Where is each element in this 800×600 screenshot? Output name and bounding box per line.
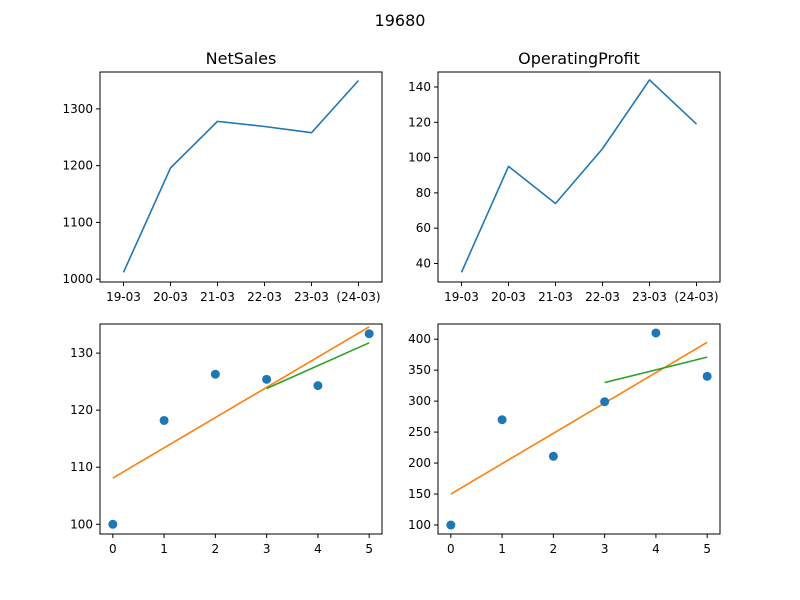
ax4-xtick-label: 2 — [550, 542, 558, 556]
ax2-xtick-label: 22-03 — [585, 290, 620, 304]
ax4-scatter-point — [497, 415, 507, 425]
ax3-xtick-label: 0 — [109, 542, 117, 556]
ax1-ytick-label: 1300 — [62, 102, 93, 116]
ax4-xtick-label: 5 — [703, 542, 711, 556]
ax3-xtick-label: 3 — [263, 542, 271, 556]
ax1-xtick-label: 21-03 — [200, 290, 235, 304]
ax2-ytick-label: 100 — [408, 151, 431, 165]
ax3-scatter-point — [210, 369, 220, 379]
ax4-ytick-label: 100 — [408, 518, 431, 532]
ax4-trend-line — [450, 341, 708, 495]
ax1-series-line — [122, 79, 360, 273]
ax2-axes-frame — [437, 71, 721, 283]
ax4-ytick-label: 150 — [408, 487, 431, 501]
ax4-scatter-point — [651, 328, 661, 338]
figure-suptitle: 19680 — [375, 11, 426, 30]
ax1-xtick-label: (24-03) — [336, 290, 380, 304]
ax3-ytick-label: 100 — [70, 517, 93, 531]
ax2-ytick-label: 60 — [416, 221, 431, 235]
ax1-xtick-label: 22-03 — [247, 290, 282, 304]
ax3-xtick-label: 4 — [314, 542, 322, 556]
ax1-ytick-label: 1000 — [62, 272, 93, 286]
ax3-scatter-point — [159, 415, 169, 425]
ax4-scatter-point — [548, 451, 558, 461]
ax4-ytick-label: 350 — [408, 363, 431, 377]
ax4-xtick-label: 4 — [652, 542, 660, 556]
ax1-ytick-label: 1100 — [62, 215, 93, 229]
ax3-ytick-label: 120 — [70, 403, 93, 417]
ax2-title: OperatingProfit — [518, 49, 640, 68]
ax2-ytick-label: 80 — [416, 186, 431, 200]
ax4-ytick-label: 400 — [408, 332, 431, 346]
ax1-xtick-label: 20-03 — [153, 290, 188, 304]
ax3-axes-frame — [99, 323, 383, 535]
panel-ax2: OperatingProfit 40 60 80 100 120 140 19-03 20-03… — [408, 49, 721, 304]
ax2-ytick-label: 140 — [408, 80, 431, 94]
ax2-series-line — [460, 79, 698, 273]
ax2-ytick-label: 120 — [408, 115, 431, 129]
ax1-title: NetSales — [206, 49, 277, 68]
panel-ax4: 100 150 200 250 300 350 400 0 1 2 3 4 5 — [408, 323, 721, 556]
ax4-ytick-label: 200 — [408, 456, 431, 470]
ax1-xtick-label: 19-03 — [106, 290, 141, 304]
ax2-xtick-label: (24-03) — [674, 290, 718, 304]
ax4-scatter-point — [446, 520, 456, 530]
ax4-axes-frame — [437, 323, 721, 535]
panel-ax1: NetSales 1000 1100 1200 1300 19-03 20-03 21-03 2… — [62, 49, 383, 304]
ax3-ytick-label: 110 — [70, 460, 93, 474]
ax2-xtick-label: 21-03 — [538, 290, 573, 304]
ax1-xtick-label: 23-03 — [294, 290, 329, 304]
ax4-xtick-label: 1 — [498, 542, 506, 556]
ax2-xtick-label: 19-03 — [444, 290, 479, 304]
ax1-axes-frame — [99, 71, 383, 283]
ax3-scatter-point — [108, 519, 118, 529]
ax2-xtick-label: 20-03 — [491, 290, 526, 304]
ax3-scatter-point — [364, 329, 374, 339]
ax3-xtick-label: 1 — [160, 542, 168, 556]
ax4-ytick-label: 300 — [408, 394, 431, 408]
ax1-ytick-label: 1200 — [62, 159, 93, 173]
ax2-ytick-label: 40 — [416, 256, 431, 270]
ax4-scatter-point — [600, 397, 610, 407]
ax4-ytick-label: 250 — [408, 425, 431, 439]
ax4-xtick-label: 0 — [447, 542, 455, 556]
ax3-xtick-label: 2 — [212, 542, 220, 556]
ax3-trend-line — [266, 342, 370, 390]
ax4-xtick-label: 3 — [601, 542, 609, 556]
ax3-xtick-label: 5 — [365, 542, 373, 556]
ax4-trend-line — [604, 356, 708, 384]
ax3-scatter-point — [313, 381, 323, 391]
ax3-scatter-point — [262, 374, 272, 384]
panel-ax3: 100 110 120 130 0 1 2 3 4 5 — [70, 323, 383, 556]
ax4-scatter-point — [702, 371, 712, 381]
ax3-ytick-label: 130 — [70, 346, 93, 360]
ax2-xtick-label: 23-03 — [632, 290, 667, 304]
ax3-trend-line — [112, 326, 370, 479]
